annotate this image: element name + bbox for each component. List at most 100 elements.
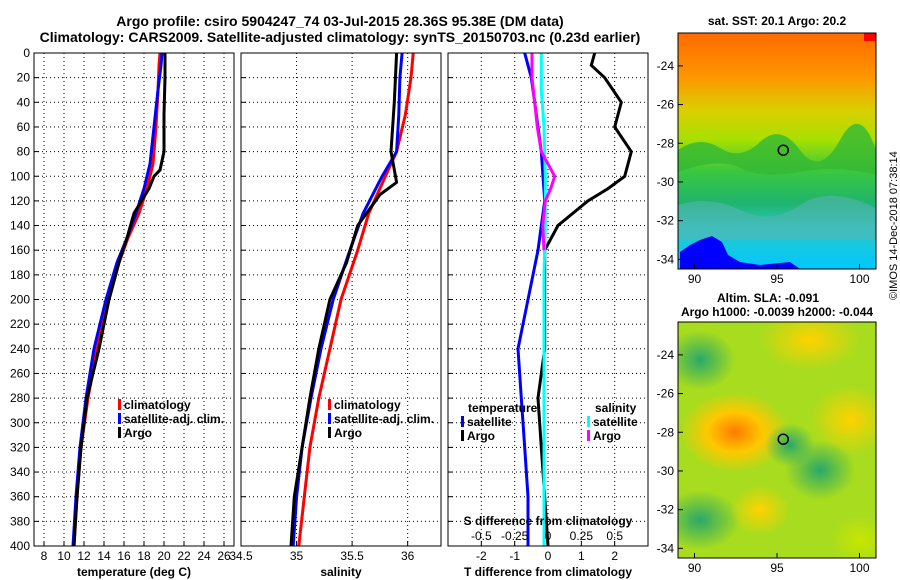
series-line-argo — [72, 53, 167, 547]
tick-label-y: 100 — [10, 169, 30, 183]
sla-subtitle: Argo h1000: -0.0039 h2000: -0.044 — [681, 305, 873, 319]
tick-label-y: 340 — [10, 465, 30, 479]
tick-label-y: 140 — [10, 219, 30, 233]
sst-green-band — [678, 123, 876, 175]
legend-swatch — [118, 427, 121, 438]
map-tick-label-y: -28 — [657, 136, 675, 150]
tick-label-y: 220 — [10, 317, 30, 331]
series-line-temperature-argo — [536, 52, 633, 547]
sla-map-panel — [678, 322, 876, 558]
tick-label-x: 22 — [177, 549, 191, 563]
map-tick-label-x: 100 — [849, 272, 869, 286]
depth-panel-1: 34.5 35 35.5 36 salinity — [229, 52, 442, 579]
map-tick-label-y: -24 — [657, 59, 675, 73]
tick-label-y: 160 — [10, 243, 30, 257]
map-tick-label-y: -30 — [657, 175, 675, 189]
sla-low-anomaly-3 — [678, 330, 735, 390]
tick-label-x: 12 — [77, 549, 91, 563]
legend-swatch — [587, 430, 590, 441]
sst-title: sat. SST: 20.1 Argo: 20.2 — [708, 14, 847, 28]
tick-label-y: 320 — [10, 440, 30, 454]
map-tick-label-x: 95 — [770, 561, 784, 575]
legend-entry: satellite-adj. clim. — [124, 412, 224, 426]
tick-label-y: 80 — [17, 145, 31, 159]
map-tick-label-x: 95 — [770, 272, 784, 286]
tick-label-y: 260 — [10, 366, 30, 380]
sst-warm-patch — [864, 33, 876, 41]
depth-panel-0: 8 10 12 14 16 18 20 22 24 26020406080100120140160… — [10, 46, 235, 579]
imos-timestamp: ©IMOS 14-Dec-2018 07:38:14 — [888, 151, 900, 300]
series-line-climatology — [297, 52, 415, 547]
chart-title-line2: Climatology: CARS2009. Satellite-adjuste… — [39, 29, 641, 45]
top-tick-label: 0 — [545, 529, 552, 543]
tick-label-x: 8 — [41, 549, 48, 563]
tick-label-y: 60 — [17, 120, 31, 134]
tick-label-y: 240 — [10, 342, 30, 356]
argo-position-marker — [777, 433, 790, 445]
legend-swatch — [461, 416, 464, 427]
sst-teal-band — [678, 195, 876, 240]
legend-swatch — [118, 399, 121, 410]
tick-label-y: 0 — [23, 46, 30, 60]
tick-label-x: 36 — [401, 549, 415, 563]
tick-label-x: 10 — [57, 549, 71, 563]
legend-swatch — [118, 413, 121, 424]
legend-entry: climatology — [334, 398, 401, 412]
tick-label-x: 20 — [157, 549, 171, 563]
legend-swatch — [587, 416, 590, 427]
map-tick-label-x: 90 — [688, 272, 702, 286]
top-tick-label: -0.25 — [501, 529, 529, 543]
tick-label-y: 180 — [10, 268, 30, 282]
legend-entry: satellite — [467, 415, 512, 429]
chart-title-line1: Argo profile: csiro 5904247_74 03-Jul-20… — [116, 13, 564, 29]
map-tick-label-y: -32 — [657, 503, 675, 517]
legend-salinity-heading: salinity — [595, 401, 637, 415]
argo-position-marker — [777, 144, 790, 156]
tick-label-x: 0 — [545, 549, 552, 563]
legend-entry: climatology — [124, 398, 191, 412]
top-tick-label: 0.5 — [606, 529, 623, 543]
series-line-argo — [289, 52, 399, 547]
sla-low-anomaly-4 — [678, 490, 740, 550]
sla-low-anomaly-2 — [765, 423, 815, 467]
tick-label-y: 120 — [10, 194, 30, 208]
tick-label-x: 35.5 — [340, 549, 364, 563]
tick-label-y: 280 — [10, 391, 30, 405]
legend-entry: satellite-adj. clim. — [334, 412, 434, 426]
tick-label-x: -1 — [509, 549, 520, 563]
tick-label-y: 360 — [10, 490, 30, 504]
tick-label-x: -2 — [476, 549, 487, 563]
sla-title: Altim. SLA: -0.091 — [717, 291, 819, 305]
map-tick-label-y: -24 — [657, 348, 675, 362]
map-tick-label-y: -32 — [657, 214, 675, 228]
tick-label-y: 40 — [17, 95, 31, 109]
legend-swatch — [328, 427, 331, 438]
legend-entry: Argo — [334, 426, 362, 440]
plot-frame — [240, 52, 442, 547]
legend-swatch — [461, 430, 464, 441]
tick-label-y: 300 — [10, 416, 30, 430]
x-axis-label: salinity — [320, 565, 362, 579]
legend-swatch — [328, 413, 331, 424]
series-line-salinity-argo — [530, 53, 557, 251]
depth-panel-2: -2 -1 0 1 2 T difference from climatology — [447, 52, 649, 579]
legend-entry: Argo — [593, 429, 621, 443]
sla-anomaly-southeast — [830, 515, 876, 558]
tick-label-y: 400 — [10, 539, 30, 553]
series-line-salinity-satellite — [539, 53, 547, 546]
map-tick-label-x: 90 — [688, 561, 702, 575]
sla-anomaly-north — [760, 322, 860, 370]
tick-label-x: 1 — [578, 549, 585, 563]
sst-map-panel — [678, 33, 876, 269]
tick-label-x: 14 — [97, 549, 111, 563]
tick-label-y: 200 — [10, 293, 30, 307]
tick-label-y: 380 — [10, 514, 30, 528]
plot-frame — [447, 52, 649, 547]
tick-label-x: 26 — [217, 549, 231, 563]
x-axis-label: temperature (deg C) — [77, 565, 191, 579]
plot-frame — [33, 52, 235, 547]
map-tick-label-y: -28 — [657, 425, 675, 439]
tick-label-x: 35 — [290, 549, 304, 563]
map-tick-label-y: -34 — [657, 541, 675, 555]
